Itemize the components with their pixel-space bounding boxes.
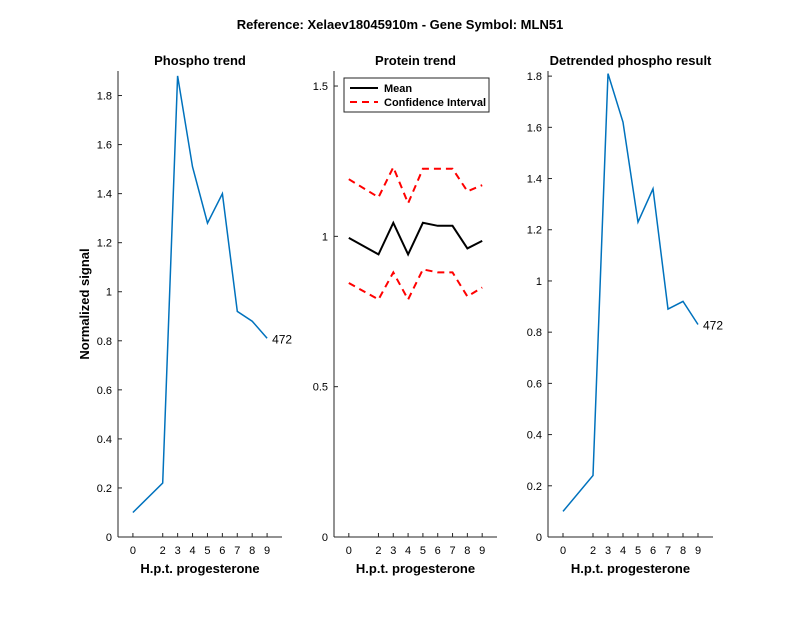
legend-label: Confidence Interval [384, 97, 486, 109]
y-tick-label: 0.2 [527, 481, 542, 493]
series-line-1 [348, 220, 483, 257]
x-axis-label: H.p.t. progesterone [571, 561, 690, 576]
x-tick-label: 9 [695, 545, 701, 557]
y-tick-label: 0.5 [313, 382, 328, 394]
subplot-3: 0 0.2 0.4 0.6 0.8 1 1.2 1.4 1.6 1.8 0 2 3 4 5 6 7 8 9 Detre… [527, 53, 724, 576]
y-tick-label: 0.4 [97, 434, 112, 446]
x-axis-label: H.p.t. progesterone [356, 561, 475, 576]
y-tick-label: 1.8 [97, 91, 112, 103]
y-tick-label: 0 [106, 532, 112, 544]
x-tick-label: 4 [189, 545, 195, 557]
series-line-1 [562, 73, 699, 512]
y-tick-label: 1 [322, 231, 328, 243]
x-tick-label: 8 [249, 545, 255, 557]
x-tick-label: 7 [449, 545, 455, 557]
subplot-title: Protein trend [375, 53, 456, 68]
y-tick-label: 1 [106, 287, 112, 299]
y-tick-label: 0 [322, 532, 328, 544]
legend: Mean Confidence Interval [343, 77, 490, 113]
x-tick-label: 0 [560, 545, 566, 557]
x-tick-label: 8 [464, 545, 470, 557]
x-tick-label: 2 [375, 545, 381, 557]
y-tick-label: 0.2 [97, 483, 112, 495]
x-tick-label: 5 [204, 545, 210, 557]
legend-label: Mean [384, 83, 412, 95]
y-tick-label: 0 [536, 532, 542, 544]
series-line-1 [132, 75, 268, 514]
y-tick-label: 1.6 [527, 122, 542, 134]
x-axis-label: H.p.t. progesterone [140, 561, 259, 576]
subplots: 00.20.40.60.811.21.41.61.80 2 3 4 5 6 7 8 9Phosp… [77, 53, 723, 576]
x-tick-label: 5 [420, 545, 426, 557]
subplot-2: 0 0.5 1 1.5 0 2 3 4 5 6 7 8 9 Protein trend H.p.t. pro… [313, 53, 497, 576]
y-axis-label: Normalized signal [77, 248, 92, 359]
y-tick-label: 1.2 [527, 225, 542, 237]
y-tick-label: 1.5 [313, 81, 328, 93]
x-tick-label: 4 [620, 545, 626, 557]
x-tick-label: 0 [130, 545, 136, 557]
subplot-title: Phospho trend [154, 53, 246, 68]
y-tick-label: 0.6 [97, 385, 112, 397]
series-line-2 [348, 164, 483, 206]
x-tick-label: 4 [405, 545, 411, 557]
x-tick-label: 5 [635, 545, 641, 557]
data-annotation: 472 [272, 332, 292, 346]
y-tick-label: 0.6 [527, 378, 542, 390]
y-tick-label: 1.2 [97, 238, 112, 250]
y-tick-label: 1.8 [527, 71, 542, 83]
y-tick-label: 1.4 [527, 174, 542, 186]
data-annotation: 472 [703, 318, 723, 332]
x-tick-label: 0 [346, 545, 352, 557]
series-line-3 [348, 268, 483, 302]
x-tick-label: 3 [390, 545, 396, 557]
x-tick-label: 2 [160, 545, 166, 557]
y-tick-label: 0.8 [527, 327, 542, 339]
y-tick-label: 0.4 [527, 430, 542, 442]
y-tick-label: 0.8 [97, 336, 112, 348]
legend-box [343, 77, 490, 113]
x-tick-label: 6 [435, 545, 441, 557]
x-tick-label: 7 [665, 545, 671, 557]
x-tick-label: 8 [680, 545, 686, 557]
x-tick-label: 9 [264, 545, 270, 557]
y-tick-label: 1.6 [97, 140, 112, 152]
x-tick-label: 6 [219, 545, 225, 557]
x-tick-label: 2 [590, 545, 596, 557]
x-tick-label: 7 [234, 545, 240, 557]
y-tick-label: 1.4 [97, 189, 112, 201]
x-tick-label: 3 [605, 545, 611, 557]
x-tick-label: 9 [479, 545, 485, 557]
y-tick-label: 1 [536, 276, 542, 288]
figure-suptitle: Reference: Xelaev18045910m - Gene Symbol… [237, 17, 564, 32]
subplot-1: 0 0.2 0.4 0.6 0.8 1 1.2 1.4 1.6 1.8 0 2 3 4 5 6 7 8 9 Phosp… [77, 53, 292, 576]
x-tick-label: 3 [175, 545, 181, 557]
subplot-title: Detrended phospho result [550, 53, 712, 68]
x-tick-label: 6 [650, 545, 656, 557]
